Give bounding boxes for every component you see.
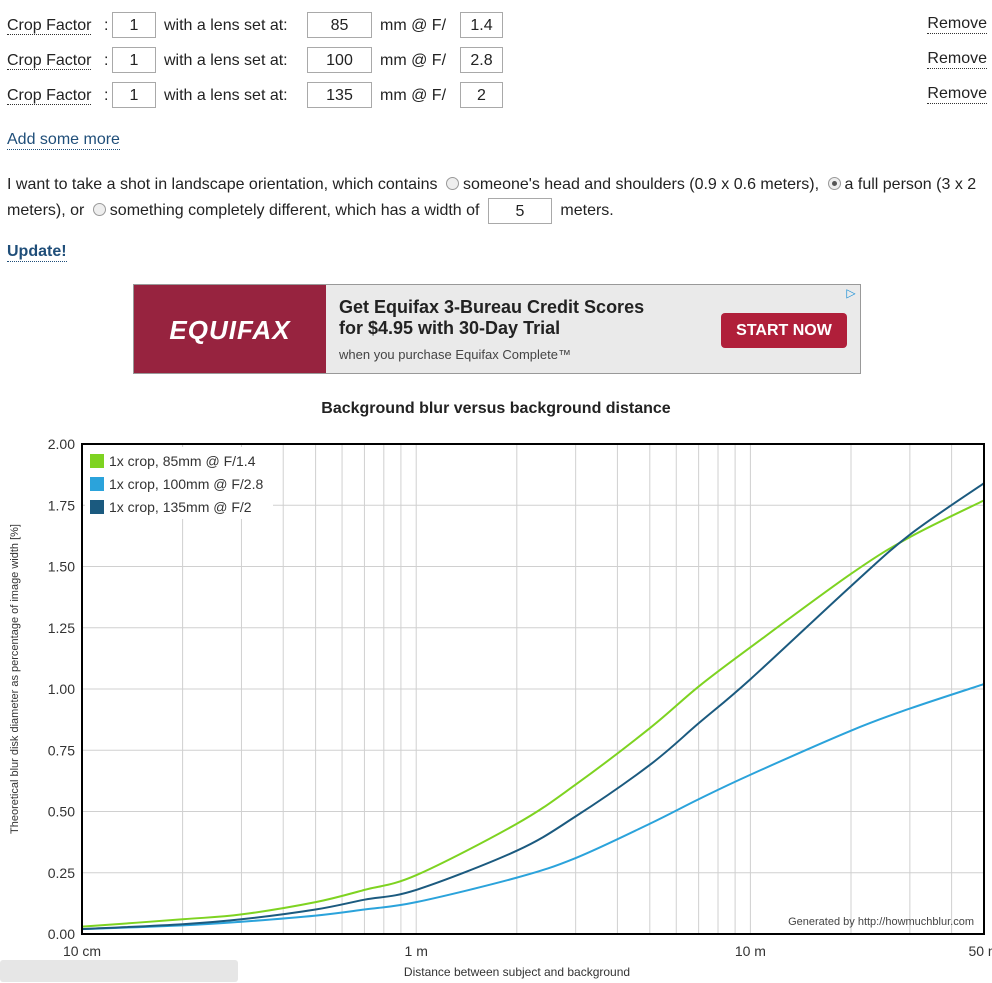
legend-label: 1x crop, 100mm @ F/2.8 xyxy=(109,476,263,492)
y-tick-label: 1.50 xyxy=(48,559,75,575)
series-line xyxy=(81,683,985,931)
adchoices-icon[interactable]: ▷ xyxy=(846,286,856,300)
colon: : xyxy=(104,17,109,34)
y-tick-label: 0.25 xyxy=(48,865,75,881)
focal-length-input[interactable]: 85 xyxy=(307,12,372,38)
y-tick-label: 1.25 xyxy=(48,620,75,636)
lens-row: Crop Factor : 1 with a lens set at: 100 … xyxy=(7,47,987,77)
mm-label: mm @ F/ xyxy=(380,52,447,69)
custom-width-input[interactable]: 5 xyxy=(487,198,552,224)
series-line xyxy=(81,482,985,931)
aperture-input[interactable]: 2.8 xyxy=(460,47,503,73)
remove-link[interactable]: Remove xyxy=(927,15,987,34)
legend: 1x crop, 85mm @ F/1.4 1x crop, 100mm @ F/… xyxy=(85,447,273,519)
plot-frame xyxy=(81,443,985,935)
radio-full-person[interactable] xyxy=(827,176,841,190)
y-tick-label: 0.00 xyxy=(48,926,75,942)
horizontal-scrollbar[interactable] xyxy=(0,960,238,982)
credit-text: Generated by http://howmuchblur.com xyxy=(788,916,974,928)
legend-background xyxy=(85,447,273,519)
y-tick-label: 2.00 xyxy=(48,436,75,452)
ad-banner[interactable]: EQUIFAX Get Equifax 3-Bureau Credit Scor… xyxy=(133,284,861,374)
crop-factor-label: Crop Factor xyxy=(7,17,92,35)
mm-label: mm @ F/ xyxy=(380,17,447,34)
x-tick-label: 10 cm xyxy=(63,943,101,959)
y-tick-label: 0.75 xyxy=(48,742,75,758)
y-tick-label: 1.00 xyxy=(48,681,75,697)
legend-swatch xyxy=(90,454,104,468)
aperture-input[interactable]: 1.4 xyxy=(460,12,503,38)
ad-headline: Get Equifax 3-Bureau Credit Scores for $… xyxy=(339,297,644,339)
option-head-shoulders-label: someone's head and shoulders (0.9 x 0.6 … xyxy=(462,176,820,193)
crop-factor-input[interactable]: 1 xyxy=(112,82,156,108)
lens-row: Crop Factor : 1 with a lens set at: 135 … xyxy=(7,82,987,112)
ad-headline-line1: Get Equifax 3-Bureau Credit Scores xyxy=(339,297,645,317)
crop-factor-input[interactable]: 1 xyxy=(112,47,156,73)
crop-factor-input[interactable]: 1 xyxy=(112,12,156,38)
ad-headline-line2: for $4.95 with 30-Day Trial xyxy=(339,318,561,338)
aperture-input[interactable]: 2 xyxy=(460,82,503,108)
update-button[interactable]: Update! xyxy=(7,243,67,262)
colon: : xyxy=(104,52,109,69)
radio-head-shoulders[interactable] xyxy=(445,176,459,190)
orientation-sentence: I want to take a shot in landscape orien… xyxy=(7,172,987,224)
lens-label: with a lens set at: xyxy=(164,52,288,69)
equifax-logo: EQUIFAX xyxy=(169,315,291,345)
x-tick-label: 10 m xyxy=(735,943,766,959)
legend-swatch xyxy=(90,500,104,514)
legend-swatch xyxy=(90,477,104,491)
x-tick-label: 50 m xyxy=(968,943,992,959)
option-full-person-label: a full person (3 x 2 meters), or xyxy=(7,176,977,220)
mm-label: mm @ F/ xyxy=(380,87,447,104)
crop-factor-label: Crop Factor xyxy=(7,52,92,70)
y-axis-label: Theoretical blur disk diameter as percen… xyxy=(9,524,21,834)
remove-link[interactable]: Remove xyxy=(927,85,987,104)
crop-factor-label: Crop Factor xyxy=(7,87,92,105)
ad-brand-panel: EQUIFAX xyxy=(134,285,326,373)
legend-label: 1x crop, 85mm @ F/1.4 xyxy=(109,453,256,469)
unit-label: meters. xyxy=(560,202,614,220)
orientation-intro: I want to take a shot in landscape orien… xyxy=(7,176,438,193)
series-line xyxy=(81,499,985,928)
option-custom-label: something completely different, which ha… xyxy=(109,202,480,220)
lens-row: Crop Factor : 1 with a lens set at: 85 m… xyxy=(7,12,987,42)
ad-subtext: when you purchase Equifax Complete™ xyxy=(339,347,571,362)
y-tick-label: 0.50 xyxy=(48,804,75,820)
radio-custom-width[interactable] xyxy=(92,203,106,216)
colon: : xyxy=(104,87,109,104)
lens-label: with a lens set at: xyxy=(164,17,288,34)
focal-length-input[interactable]: 135 xyxy=(307,82,372,108)
x-tick-label: 1 m xyxy=(405,943,428,959)
lens-label: with a lens set at: xyxy=(164,87,288,104)
ad-start-now-button[interactable]: START NOW xyxy=(721,313,847,348)
x-axis-label: Distance between subject and background xyxy=(404,965,630,979)
chart-title: Background blur versus background distan… xyxy=(321,400,671,417)
remove-link[interactable]: Remove xyxy=(927,50,987,69)
focal-length-input[interactable]: 100 xyxy=(307,47,372,73)
add-more-link[interactable]: Add some more xyxy=(7,131,120,150)
blur-chart: 0.00 0.25 0.50 0.75 1.00 1.25 1.50 1.75 2.00 10 c… xyxy=(9,436,992,979)
y-tick-label: 1.75 xyxy=(48,497,75,513)
legend-label: 1x crop, 135mm @ F/2 xyxy=(109,499,252,515)
